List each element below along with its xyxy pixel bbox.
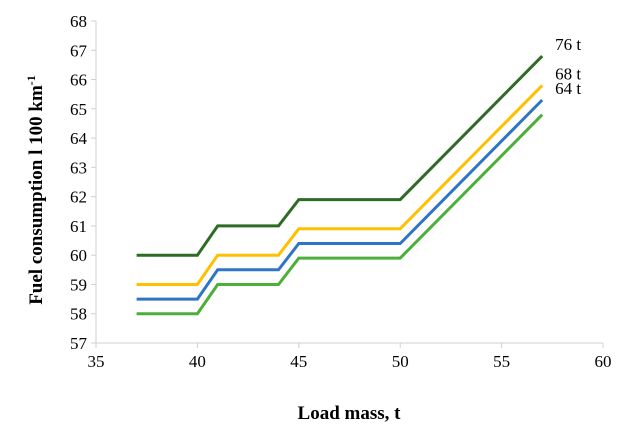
series-label-2: 64 t <box>555 79 581 98</box>
series-lines <box>136 55 544 316</box>
y-tick-label: 58 <box>70 305 87 324</box>
x-tick-label: 60 <box>595 352 612 371</box>
y-tick-label: 60 <box>70 246 87 265</box>
y-tick-label: 65 <box>70 100 87 119</box>
y-tick-label: 63 <box>70 158 87 177</box>
y-tick-label: 66 <box>70 71 87 90</box>
y-tick-label: 62 <box>70 188 87 207</box>
series-line-3 <box>136 113 544 316</box>
x-tick-label: 50 <box>392 352 409 371</box>
x-axis-ticks: 35 40 45 50 55 60 <box>88 343 612 371</box>
y-tick-label: 57 <box>70 334 88 353</box>
series-label-1: 68 t <box>555 64 581 83</box>
series-line-2 <box>136 98 544 301</box>
y-axis-title-superscript: -1 <box>24 75 38 85</box>
y-tick-label: 59 <box>70 275 87 294</box>
y-tick-label: 64 <box>70 129 88 148</box>
series-line-0 <box>136 55 544 257</box>
x-tick-label: 40 <box>189 352 206 371</box>
y-axis-title-text: Fuel consumption l 100 km <box>26 85 47 305</box>
x-tick-label: 55 <box>493 352 510 371</box>
x-tick-label: 35 <box>88 352 105 371</box>
plot-area: 57 58 59 60 61 62 63 64 65 66 67 68 35 40 45 50 55 60 76… <box>70 12 612 371</box>
x-axis-title: Load mass, t <box>298 403 402 424</box>
y-tick-label: 67 <box>70 41 88 60</box>
y-axis-title: Fuel consumption l 100 km-1 <box>24 75 47 305</box>
series-labels: 76 t 68 t64 t <box>555 35 581 98</box>
series-label-0: 76 t <box>555 35 581 54</box>
y-tick-label: 68 <box>70 12 87 31</box>
y-tick-label: 61 <box>70 217 87 236</box>
x-tick-label: 45 <box>290 352 307 371</box>
series-line-1 <box>136 84 544 286</box>
y-axis-ticks: 57 58 59 60 61 62 63 64 65 66 67 68 <box>70 12 96 353</box>
